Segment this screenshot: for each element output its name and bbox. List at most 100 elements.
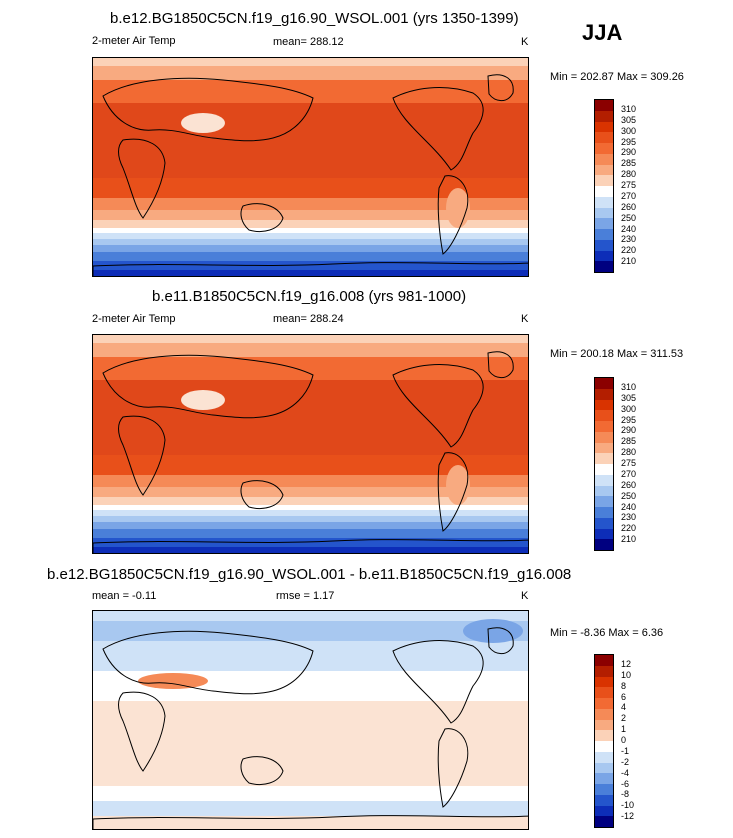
colorbar-tick-label: 4 xyxy=(621,702,627,713)
colorbar-tick-label: -6 xyxy=(621,778,630,789)
field-band xyxy=(93,816,528,829)
field-band xyxy=(93,239,528,245)
field-band xyxy=(93,538,528,547)
field-band xyxy=(93,761,528,786)
colorbar-swatch xyxy=(595,442,613,454)
colorbar-swatch xyxy=(595,207,613,219)
coastline xyxy=(392,364,484,448)
colorbar-tick-label: 300 xyxy=(621,125,637,136)
colorbar-swatch xyxy=(595,239,613,251)
panel-3-colorbar xyxy=(594,654,614,828)
colorbar-tick-label: 10 xyxy=(621,669,632,680)
colorbar-tick-label: 0 xyxy=(621,735,627,745)
field-band xyxy=(93,228,528,233)
field-band xyxy=(93,611,528,621)
colorbar-swatch xyxy=(595,496,613,507)
panel-1-variable: 2-meter Air Temp xyxy=(92,35,176,47)
coastline xyxy=(392,640,484,724)
warm-anomaly xyxy=(138,673,208,689)
colorbar-swatch xyxy=(595,453,613,464)
colorbar-swatch xyxy=(595,110,613,122)
colorbar-tick-label: 240 xyxy=(621,223,637,234)
colorbar-tick-label: 280 xyxy=(621,447,637,458)
coastline xyxy=(437,728,469,808)
season-label: JJA xyxy=(582,20,623,45)
coastline xyxy=(102,77,314,142)
colorbar-swatch xyxy=(595,100,613,111)
colorbar-swatch xyxy=(595,474,613,486)
panel-3-mean: mean = -0.11 xyxy=(92,590,157,602)
colorbar-tick-label: 290 xyxy=(621,147,637,158)
colorbar-tick-label: 250 xyxy=(621,212,637,223)
colorbar-tick-label: 310 xyxy=(621,103,637,114)
field-band xyxy=(93,66,528,80)
colorbar-tick-label: 260 xyxy=(621,201,637,212)
colorbar-tick-label: 310 xyxy=(621,381,637,392)
panel-2-units: K xyxy=(521,313,529,325)
colorbar-swatch xyxy=(595,539,613,550)
coastline xyxy=(437,175,469,255)
colorbar-swatch xyxy=(595,665,613,677)
panel-1-title: b.e12.BG1850C5CN.f19_g16.90_WSOL.001 (yr… xyxy=(110,10,519,27)
colorbar-tick-label: 305 xyxy=(621,392,637,403)
colorbar-tick-label: -1 xyxy=(621,745,630,756)
colorbar-swatch xyxy=(595,741,613,752)
colorbar-swatch xyxy=(595,378,613,389)
colorbar-swatch xyxy=(595,431,613,443)
colorbar-swatch xyxy=(595,698,613,709)
panel-1-units: K xyxy=(521,36,529,48)
colorbar-swatch xyxy=(595,655,613,666)
colorbar-tick-label: 285 xyxy=(621,158,637,169)
field-band xyxy=(93,505,528,510)
panel-2-variable: 2-meter Air Temp xyxy=(92,313,176,325)
field-band xyxy=(93,516,528,522)
colorbar-tick-label: 270 xyxy=(621,190,637,201)
colorbar-swatch xyxy=(595,175,613,186)
colorbar-tick-label: 290 xyxy=(621,425,637,436)
coastline xyxy=(118,138,166,219)
colorbar-tick-label: 285 xyxy=(621,436,637,447)
colorbar-tick-label: 275 xyxy=(621,180,637,190)
coastline xyxy=(93,539,528,553)
colorbar-swatch xyxy=(595,816,613,827)
colorbar-swatch xyxy=(595,730,613,741)
colorbar-tick-label: -8 xyxy=(621,789,630,800)
field-band xyxy=(93,510,528,516)
colorbar-swatch xyxy=(595,421,613,432)
colorbar-swatch xyxy=(595,485,613,497)
coastline xyxy=(240,756,284,785)
colorbar-tick-label: 6 xyxy=(621,691,627,702)
colorbar-tick-label: 12 xyxy=(621,658,632,669)
colorbar-swatch xyxy=(595,507,613,518)
field-band xyxy=(93,801,528,816)
colorbar-swatch xyxy=(595,261,613,272)
field-band xyxy=(93,233,528,239)
panel-3-rmse: rmse = 1.17 xyxy=(276,590,335,602)
panel-1-minmax: Min = 202.87 Max = 309.26 xyxy=(550,71,684,83)
colorbar-swatch xyxy=(595,517,613,529)
field-band xyxy=(93,475,528,487)
colorbar-tick-label: 305 xyxy=(621,114,637,125)
colorbar-tick-label: 230 xyxy=(621,512,637,523)
field-band xyxy=(93,343,528,357)
colorbar-tick-label: 295 xyxy=(621,136,637,147)
coastline xyxy=(102,354,314,419)
field-band xyxy=(93,220,528,228)
colorbar-swatch xyxy=(595,410,613,421)
andes-region xyxy=(446,465,470,505)
panel-2-mean: mean= 288.24 xyxy=(273,313,344,325)
field-band xyxy=(93,487,528,497)
colorbar-tick-label: 275 xyxy=(621,458,637,468)
panel-3-map xyxy=(92,610,529,830)
colorbar-tick-label: 8 xyxy=(621,680,627,691)
colorbar-tick-label: 270 xyxy=(621,468,637,479)
arctic-anomaly xyxy=(463,619,523,643)
colorbar-tick-label: 210 xyxy=(621,534,637,545)
colorbar-tick-label: -10 xyxy=(621,800,635,811)
colorbar-swatch xyxy=(595,794,613,806)
coastline xyxy=(118,415,166,496)
colorbar-tick-label: -12 xyxy=(621,811,635,822)
colorbar-tick-label: 300 xyxy=(621,403,637,414)
colorbar-tick-label: -4 xyxy=(621,767,630,778)
coastline xyxy=(240,480,284,509)
